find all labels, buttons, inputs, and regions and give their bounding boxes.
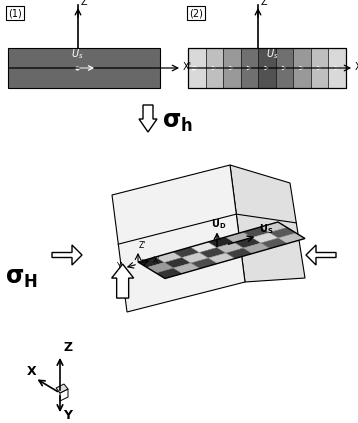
Polygon shape <box>191 258 218 269</box>
Polygon shape <box>270 228 296 238</box>
Polygon shape <box>243 227 270 237</box>
Polygon shape <box>279 233 305 244</box>
Polygon shape <box>164 258 191 268</box>
Polygon shape <box>182 253 208 263</box>
Polygon shape <box>174 263 200 274</box>
Polygon shape <box>52 245 82 265</box>
Polygon shape <box>156 268 183 278</box>
Polygon shape <box>230 165 305 282</box>
Polygon shape <box>243 243 270 253</box>
Bar <box>188 48 346 88</box>
Polygon shape <box>199 247 226 258</box>
Polygon shape <box>261 222 287 233</box>
Text: X: X <box>27 365 37 378</box>
Bar <box>188 48 205 88</box>
Text: $\mathbf{U_S}$: $\mathbf{U_S}$ <box>259 222 274 236</box>
Polygon shape <box>112 264 134 298</box>
Text: $\mathbf{\sigma_h}$: $\mathbf{\sigma_h}$ <box>162 110 193 134</box>
Polygon shape <box>60 389 68 401</box>
Polygon shape <box>208 237 234 247</box>
Polygon shape <box>252 233 279 243</box>
Text: $\mathbf{U_D}$: $\mathbf{U_D}$ <box>211 217 226 231</box>
Text: (2): (2) <box>189 8 203 18</box>
Polygon shape <box>217 242 243 253</box>
Polygon shape <box>139 105 157 132</box>
Text: X': X' <box>153 256 160 265</box>
Polygon shape <box>261 238 287 248</box>
Polygon shape <box>155 252 182 263</box>
Text: X': X' <box>355 62 358 72</box>
Text: Y': Y' <box>117 262 124 271</box>
Text: Z: Z <box>63 341 72 354</box>
Text: Z': Z' <box>81 0 90 7</box>
Bar <box>258 48 276 88</box>
Bar <box>328 48 346 88</box>
Bar <box>276 48 293 88</box>
Polygon shape <box>226 232 252 242</box>
Bar <box>311 48 328 88</box>
Polygon shape <box>56 384 68 393</box>
Text: $U_s$: $U_s$ <box>71 47 83 61</box>
Text: $U_s$: $U_s$ <box>266 47 278 61</box>
Polygon shape <box>112 165 245 312</box>
Polygon shape <box>190 242 217 253</box>
Bar <box>205 48 223 88</box>
Bar <box>8 48 160 88</box>
Polygon shape <box>173 247 199 258</box>
Polygon shape <box>306 245 336 265</box>
Polygon shape <box>138 257 164 267</box>
Text: Z': Z' <box>261 0 270 7</box>
Text: $\mathbf{\sigma_H}$: $\mathbf{\sigma_H}$ <box>5 266 38 290</box>
Bar <box>223 48 241 88</box>
Polygon shape <box>226 248 252 258</box>
Text: Y: Y <box>63 409 72 422</box>
Polygon shape <box>234 237 261 248</box>
Polygon shape <box>147 263 174 273</box>
Bar <box>293 48 311 88</box>
Text: X': X' <box>183 62 192 72</box>
Text: (1): (1) <box>8 8 22 18</box>
Text: Z': Z' <box>139 241 146 250</box>
Polygon shape <box>208 253 235 264</box>
Bar <box>241 48 258 88</box>
